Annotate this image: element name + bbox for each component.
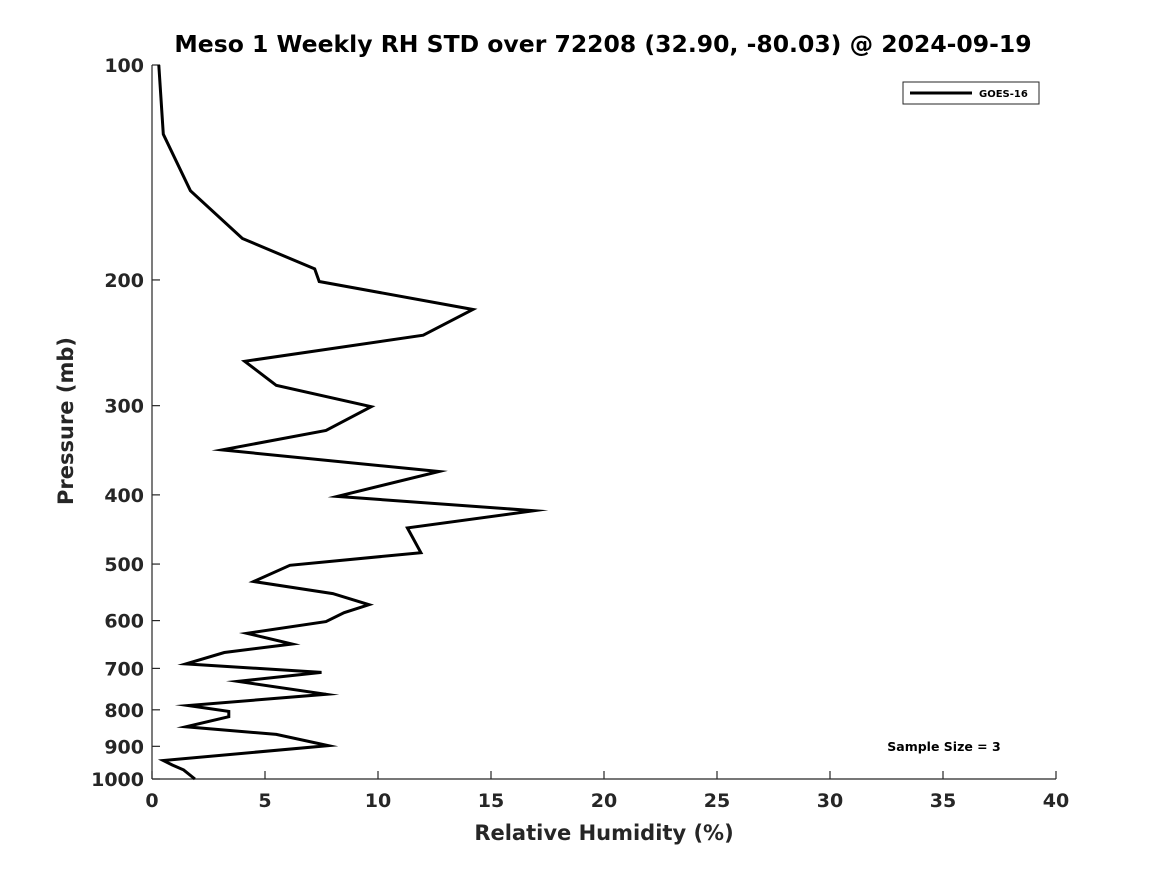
series-layer bbox=[157, 64, 549, 781]
x-tick-label: 40 bbox=[1043, 790, 1069, 812]
y-axis: 100 200 300 400 500 600 700 800 900 1000 bbox=[91, 55, 160, 791]
x-axis-label: Relative Humidity (%) bbox=[474, 821, 733, 845]
y-axis-label: Pressure (mb) bbox=[54, 337, 78, 505]
y-tick-label: 300 bbox=[104, 396, 144, 418]
y-tick-label: 800 bbox=[104, 700, 144, 722]
y-tick-label: 400 bbox=[104, 485, 144, 507]
y-tick-label: 900 bbox=[104, 736, 144, 758]
series-line-goes-16 bbox=[157, 64, 549, 781]
y-tick-label: 600 bbox=[104, 611, 144, 633]
y-tick-label: 100 bbox=[104, 55, 144, 77]
y-tick-label: 200 bbox=[104, 270, 144, 292]
x-tick-label: 35 bbox=[930, 790, 956, 812]
legend: GOES-16 bbox=[902, 81, 1040, 105]
y-tick-label: 500 bbox=[104, 554, 144, 576]
x-axis: 0 5 10 15 20 25 30 35 40 bbox=[145, 771, 1069, 812]
x-tick-label: 10 bbox=[365, 790, 391, 812]
x-tick-label: 20 bbox=[591, 790, 617, 812]
x-tick-label: 0 bbox=[145, 790, 158, 812]
y-tick-label: 1000 bbox=[91, 769, 144, 791]
legend-label-goes-16: GOES-16 bbox=[979, 89, 1028, 100]
x-tick-label: 25 bbox=[704, 790, 730, 812]
x-tick-label: 15 bbox=[478, 790, 504, 812]
x-tick-label: 30 bbox=[817, 790, 843, 812]
x-tick-label: 5 bbox=[258, 790, 271, 812]
plot-area: 0 5 10 15 20 25 30 35 40 100 200 300 400 500 600 700 80… bbox=[91, 55, 1069, 812]
chart-title: Meso 1 Weekly RH STD over 72208 (32.90, … bbox=[174, 30, 1031, 58]
y-tick-label: 700 bbox=[104, 658, 144, 680]
sample-size-annotation: Sample Size = 3 bbox=[887, 739, 1000, 754]
